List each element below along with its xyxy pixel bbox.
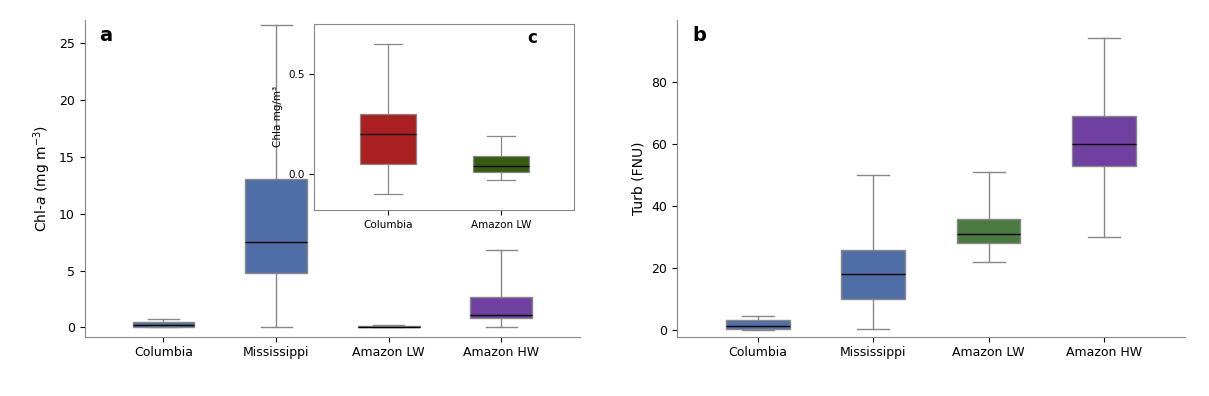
PathPatch shape (841, 249, 906, 299)
PathPatch shape (473, 156, 530, 172)
PathPatch shape (956, 219, 1020, 244)
PathPatch shape (1072, 116, 1135, 166)
PathPatch shape (359, 114, 416, 164)
Text: c: c (527, 29, 537, 48)
PathPatch shape (358, 326, 420, 327)
Y-axis label: Chla mg/m³: Chla mg/m³ (272, 86, 283, 147)
Text: a: a (99, 26, 112, 45)
PathPatch shape (245, 179, 307, 273)
Text: b: b (693, 26, 706, 45)
Y-axis label: Turb (FNU): Turb (FNU) (632, 141, 646, 215)
PathPatch shape (133, 322, 195, 327)
PathPatch shape (727, 320, 789, 329)
Y-axis label: Chl-$a$ (mg m$^{-3}$): Chl-$a$ (mg m$^{-3}$) (31, 125, 53, 232)
PathPatch shape (470, 297, 532, 318)
